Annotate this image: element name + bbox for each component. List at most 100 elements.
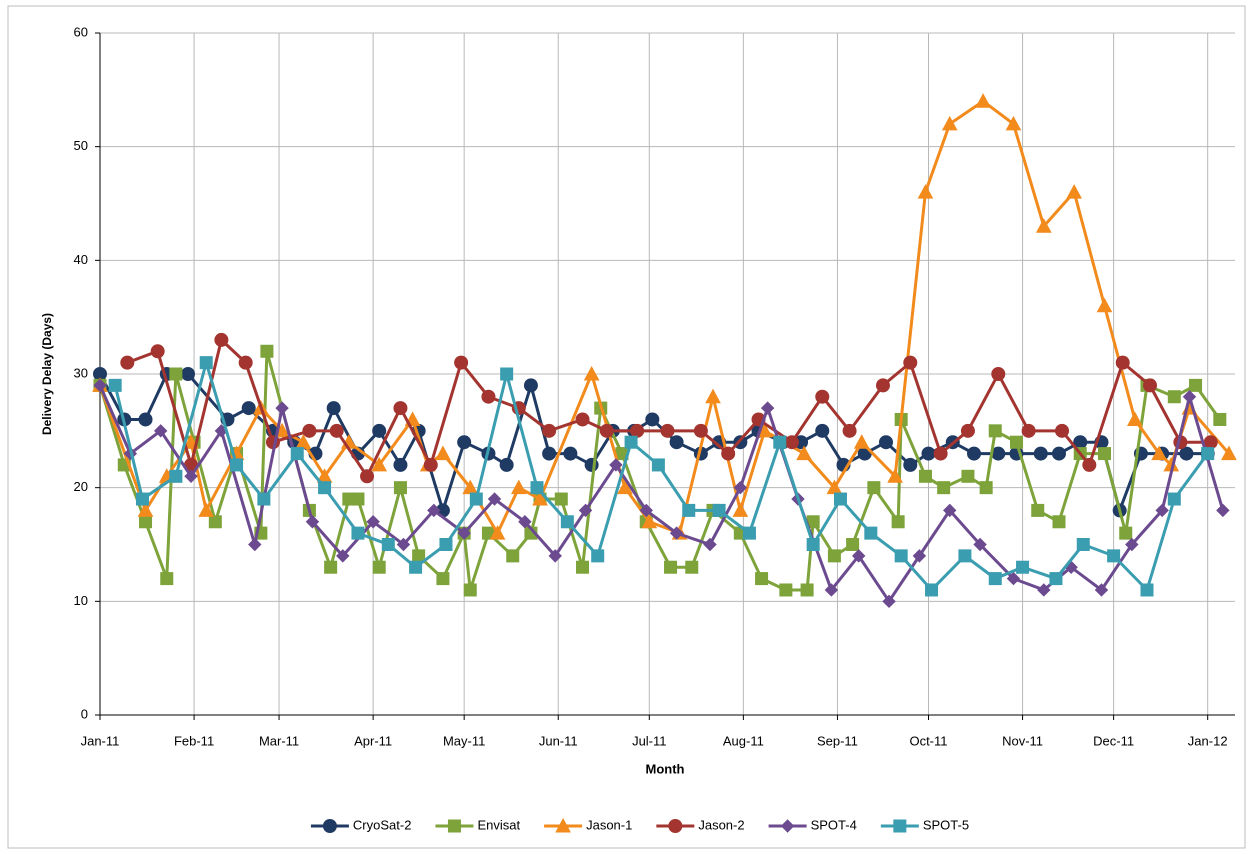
marker xyxy=(1167,492,1181,506)
marker xyxy=(139,515,153,529)
marker xyxy=(469,492,483,506)
marker xyxy=(230,458,244,472)
marker xyxy=(639,503,653,518)
marker xyxy=(160,572,174,586)
marker xyxy=(917,184,934,199)
marker xyxy=(882,594,896,609)
marker xyxy=(324,560,338,574)
marker xyxy=(669,526,684,540)
marker xyxy=(912,549,927,563)
marker xyxy=(322,819,337,833)
x-tick-label: Mar-11 xyxy=(259,733,299,748)
legend-label: SPOT-4 xyxy=(811,817,857,832)
marker xyxy=(454,355,469,370)
marker xyxy=(851,549,866,563)
marker xyxy=(372,423,387,438)
marker xyxy=(1216,503,1230,518)
marker xyxy=(641,513,658,529)
marker xyxy=(668,819,683,833)
x-tick-label: Sep-11 xyxy=(817,733,858,748)
marker xyxy=(1031,503,1045,517)
marker xyxy=(1016,560,1030,574)
marker xyxy=(975,93,991,108)
marker xyxy=(712,503,726,517)
marker xyxy=(238,355,253,370)
marker xyxy=(925,583,939,597)
marker xyxy=(887,468,903,483)
marker xyxy=(853,434,870,449)
marker xyxy=(796,445,812,461)
marker xyxy=(169,367,183,381)
marker xyxy=(846,538,860,551)
marker xyxy=(664,560,678,574)
marker xyxy=(943,503,957,518)
marker xyxy=(685,560,699,574)
marker xyxy=(780,819,795,833)
marker xyxy=(371,456,388,472)
marker xyxy=(393,481,407,495)
marker xyxy=(560,515,574,529)
x-tick-label: Jan-12 xyxy=(1188,733,1228,748)
marker xyxy=(1143,378,1158,393)
marker xyxy=(1006,571,1021,586)
marker xyxy=(555,817,571,833)
marker xyxy=(439,538,453,551)
marker xyxy=(875,378,890,393)
marker xyxy=(489,525,506,540)
marker xyxy=(366,515,380,529)
marker xyxy=(660,423,675,438)
marker xyxy=(894,549,908,563)
marker xyxy=(630,423,645,438)
marker xyxy=(1049,572,1063,586)
marker xyxy=(988,424,1002,438)
marker xyxy=(1066,184,1082,199)
y-tick-label: 20 xyxy=(74,479,88,494)
marker xyxy=(500,367,514,381)
marker xyxy=(973,537,987,552)
marker xyxy=(523,378,538,393)
marker xyxy=(530,481,544,495)
marker xyxy=(120,355,135,370)
marker xyxy=(499,457,514,472)
marker xyxy=(960,423,975,438)
marker xyxy=(436,572,450,586)
marker xyxy=(260,344,274,358)
marker xyxy=(732,502,749,517)
marker xyxy=(755,572,769,586)
marker xyxy=(933,446,948,461)
marker xyxy=(1051,446,1066,461)
marker xyxy=(510,479,527,495)
x-tick-label: Jul-11 xyxy=(632,733,666,748)
marker xyxy=(1107,549,1121,563)
marker xyxy=(703,537,717,552)
marker xyxy=(1035,218,1052,233)
marker xyxy=(988,572,1002,586)
marker xyxy=(669,435,684,450)
marker xyxy=(427,503,441,518)
marker xyxy=(1151,445,1167,461)
marker xyxy=(705,388,721,404)
marker xyxy=(542,446,557,461)
marker xyxy=(967,446,982,461)
x-tick-label: Oct-11 xyxy=(909,733,947,748)
x-tick-label: Jun-11 xyxy=(539,733,578,748)
marker xyxy=(645,412,660,427)
marker xyxy=(199,356,213,370)
marker xyxy=(137,502,154,517)
marker xyxy=(903,457,918,472)
marker xyxy=(773,435,787,449)
marker xyxy=(1167,390,1181,404)
marker xyxy=(198,502,215,517)
marker xyxy=(1115,355,1130,370)
marker xyxy=(891,515,905,529)
marker xyxy=(779,583,793,597)
marker xyxy=(833,492,847,506)
marker xyxy=(903,355,918,370)
marker xyxy=(393,457,408,472)
marker xyxy=(918,469,932,483)
marker xyxy=(336,549,350,563)
marker xyxy=(208,515,222,529)
marker xyxy=(599,423,614,438)
